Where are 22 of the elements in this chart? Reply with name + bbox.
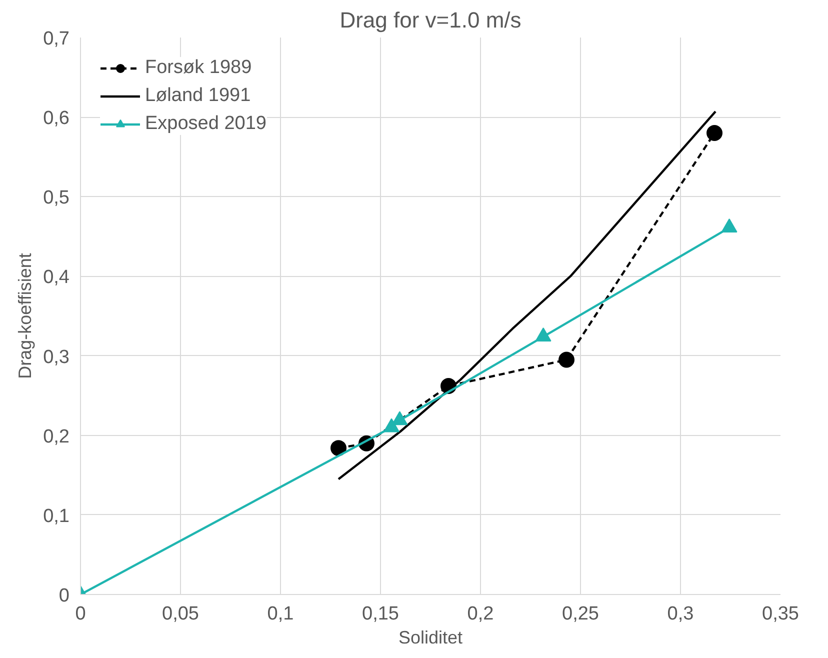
y-tick-label: 0,1 (43, 506, 70, 527)
chart-title: Drag for v=1.0 m/s (340, 8, 522, 32)
x-tick-label: 0 (75, 604, 86, 624)
y-tick-label: 0,7 (43, 28, 70, 50)
x-tick-label: 0,35 (762, 604, 799, 624)
x-tick-label: 0,3 (667, 604, 694, 624)
y-tick-label: 0,2 (43, 426, 70, 448)
legend-label: Løland 1991 (145, 85, 251, 107)
x-axis-title: Soliditet (398, 628, 463, 648)
y-tick-label: 0 (58, 586, 70, 606)
x-tick-label: 0,25 (562, 604, 599, 624)
x-tick-label: 0,05 (162, 604, 199, 624)
y-tick-label: 0,3 (43, 346, 70, 368)
x-tick-label: 0,15 (362, 604, 399, 624)
legend-label: Exposed 2019 (145, 113, 266, 135)
legend-label: Forsøk 1989 (145, 57, 252, 79)
y-axis-title: Drag-koeffisient (15, 253, 36, 379)
x-tick-label: 0,2 (467, 604, 494, 624)
x-tick-label: 0,1 (267, 604, 294, 624)
y-tick-label: 0,6 (43, 108, 70, 130)
y-tick-label: 0,5 (43, 188, 70, 209)
y-tick-label: 0,4 (43, 267, 70, 288)
